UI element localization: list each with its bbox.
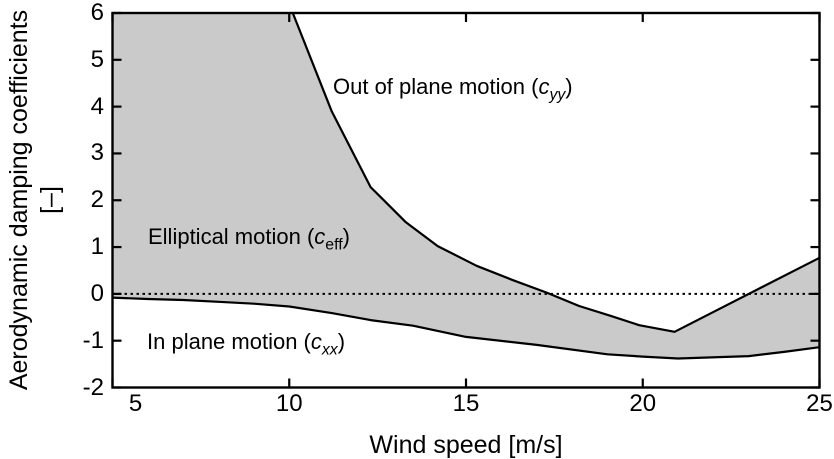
annotation-elliptical-motion: Elliptical motion (ceff) xyxy=(148,224,350,253)
x-axis-label: Wind speed [m/s] xyxy=(369,431,563,459)
y-tick-label: 1 xyxy=(90,233,104,261)
annotation-symbol: c xyxy=(314,224,326,249)
x-tick-label: 5 xyxy=(128,390,143,417)
y-tick-label: -2 xyxy=(82,373,104,401)
annotation-subscript: xx xyxy=(321,341,338,359)
annotation-text: In plane motion ( xyxy=(147,329,311,354)
annotation-subscript: eff xyxy=(325,236,343,254)
shaded-region-elliptical-motion xyxy=(112,13,820,359)
y-tick-label: 5 xyxy=(90,45,104,73)
y-tick-label: -1 xyxy=(82,326,104,354)
annotation-out-of-plane-motion: Out of plane motion (cyy) xyxy=(333,74,573,103)
annotation-text: ) xyxy=(565,74,573,99)
y-tick-label: 3 xyxy=(90,139,104,167)
x-tick-label: 25 xyxy=(806,390,833,417)
y-tick-label: 4 xyxy=(90,92,104,120)
annotation-text: Elliptical motion ( xyxy=(148,224,315,249)
annotation-in-plane-motion: In plane motion (cxx) xyxy=(147,329,346,358)
y-tick-label: 0 xyxy=(90,279,104,307)
x-tick-label: 20 xyxy=(629,390,657,417)
x-tick-label: 15 xyxy=(452,390,480,417)
annotation-symbol: c xyxy=(538,74,550,99)
curve-out-of-plane xyxy=(291,12,821,333)
x-tick-label: 10 xyxy=(275,390,303,417)
annotation-text: Out of plane motion ( xyxy=(333,74,539,99)
annotation-symbol: c xyxy=(310,329,322,354)
annotation-subscript: yy xyxy=(549,86,566,104)
y-tick-label: 6 xyxy=(90,0,104,26)
curve-in-plane xyxy=(112,296,820,360)
annotation-text: ) xyxy=(342,224,350,249)
annotation-text: ) xyxy=(337,329,346,354)
y-tick-label: 2 xyxy=(90,186,104,214)
